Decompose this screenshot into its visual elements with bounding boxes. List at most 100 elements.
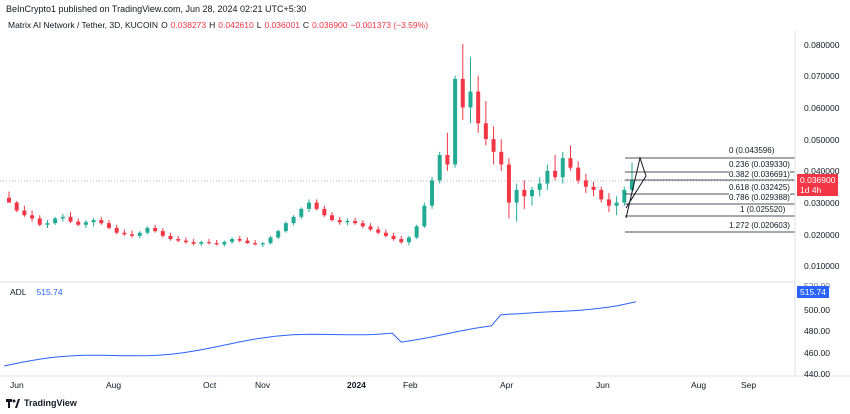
fib-level-label: 0.236 (0.039330): [729, 160, 790, 169]
candle-body: [114, 227, 119, 233]
candle-body: [430, 180, 435, 206]
candle-body: [206, 242, 211, 244]
change-value: −0.001373 (−3.59%): [350, 20, 429, 30]
candle-body: [483, 123, 488, 140]
candle-body: [599, 189, 604, 200]
last-price-tag: 0.036900 1d 4h: [797, 174, 839, 196]
symbol-name: Matrix AI Network / Tether, 3D, KUCOIN: [8, 20, 159, 30]
candle-body: [145, 227, 150, 233]
tradingview-icon: [6, 398, 20, 408]
time-tick: Apr: [500, 380, 514, 390]
candle-body: [376, 229, 381, 233]
candle-body: [153, 227, 158, 232]
candle-body: [445, 155, 450, 165]
time-tick: Sep: [741, 380, 757, 390]
adl-tick: 440.00: [804, 369, 830, 379]
adl-value-tag: 515.74: [797, 286, 829, 298]
time-tick: Feb: [403, 380, 418, 390]
candle-body: [68, 216, 73, 222]
fib-trend-line: [625, 156, 647, 219]
time-tick: Aug: [691, 380, 707, 390]
price-tick: 0.010000: [804, 261, 840, 271]
open-label: O: [161, 20, 168, 30]
candle-body: [83, 222, 88, 225]
candle-body: [460, 78, 465, 108]
adl-legend: ADL 515.74: [10, 287, 63, 297]
candle-body: [576, 167, 581, 181]
candle-body: [553, 170, 558, 178]
candle-body: [622, 189, 627, 203]
candle-body: [468, 91, 473, 108]
candle-body: [53, 218, 58, 224]
close-label: C: [302, 20, 310, 30]
candle-body: [583, 180, 588, 187]
candle-body: [391, 235, 396, 240]
candle-body: [614, 202, 619, 206]
candle-body: [253, 243, 258, 245]
candle-body: [176, 239, 181, 241]
candle-body: [14, 202, 19, 211]
candle-body: [368, 226, 373, 230]
candle-body: [606, 199, 611, 206]
candle-body: [514, 189, 519, 203]
candle-body: [345, 220, 350, 223]
price-tick: 0.030000: [804, 198, 840, 208]
candle-body: [491, 139, 496, 152]
candle-body: [591, 186, 596, 190]
adl-tick: 500.00: [804, 305, 830, 315]
candle-body: [506, 164, 511, 203]
candle-body: [183, 240, 188, 243]
time-tick: Aug: [106, 380, 122, 390]
candle-body: [537, 183, 542, 190]
fib-level-label: 0.786 (0.029388): [729, 193, 790, 202]
last-price-value: 0.036900: [800, 175, 836, 185]
candle-body: [22, 210, 27, 216]
candle-body: [499, 151, 504, 165]
fib-level-label: 1 (0.025520): [740, 205, 786, 214]
fib-level-label: 0.618 (0.032425): [729, 183, 790, 192]
price-tick: 0.050000: [804, 135, 840, 145]
candle-body: [530, 189, 535, 197]
high-value: 0.042610: [218, 20, 254, 30]
adl-tick: 460.00: [804, 348, 830, 358]
price-tick: 0.040000: [804, 166, 840, 176]
candle-body: [91, 220, 96, 223]
candle-body: [422, 205, 427, 227]
candle-body: [199, 242, 204, 244]
candle-body: [106, 223, 111, 228]
candle-body: [160, 231, 165, 236]
candle-body: [260, 243, 265, 245]
price-tick: 0.070000: [804, 71, 840, 81]
candle-body: [453, 78, 458, 165]
candle-body: [314, 202, 319, 209]
candle-body: [7, 197, 11, 203]
close-value: 0.036900: [312, 20, 348, 30]
candle-body: [299, 208, 304, 217]
adl-line: [3, 301, 637, 367]
candle-body: [122, 232, 127, 235]
candle-body: [76, 221, 81, 225]
candle-body: [399, 239, 404, 243]
candle-body: [353, 220, 358, 224]
candle-body: [60, 216, 65, 219]
candle-body: [406, 237, 411, 243]
candle-body: [560, 158, 565, 178]
candle-body: [383, 232, 388, 236]
candle-body: [437, 155, 442, 181]
candle-body: [414, 226, 419, 238]
fib-level-label: 1.272 (0.020603): [729, 221, 790, 230]
fib-level-label: 0.382 (0.036691): [729, 170, 790, 179]
fib-level-label: 0 (0.043596): [729, 146, 775, 155]
candle-body: [245, 240, 250, 244]
time-tick: Nov: [255, 380, 271, 390]
candle-body: [283, 223, 288, 232]
candle-body: [268, 237, 273, 244]
candle-body: [30, 215, 35, 219]
time-tick: Jun: [10, 380, 24, 390]
tradingview-logo[interactable]: TradingView: [6, 398, 77, 408]
price-tick: 0.060000: [804, 103, 840, 113]
candle-body: [37, 218, 42, 225]
publisher-line: BeInCrypto1 published on TradingView.com…: [6, 4, 307, 14]
price-tick: 0.080000: [804, 40, 840, 50]
